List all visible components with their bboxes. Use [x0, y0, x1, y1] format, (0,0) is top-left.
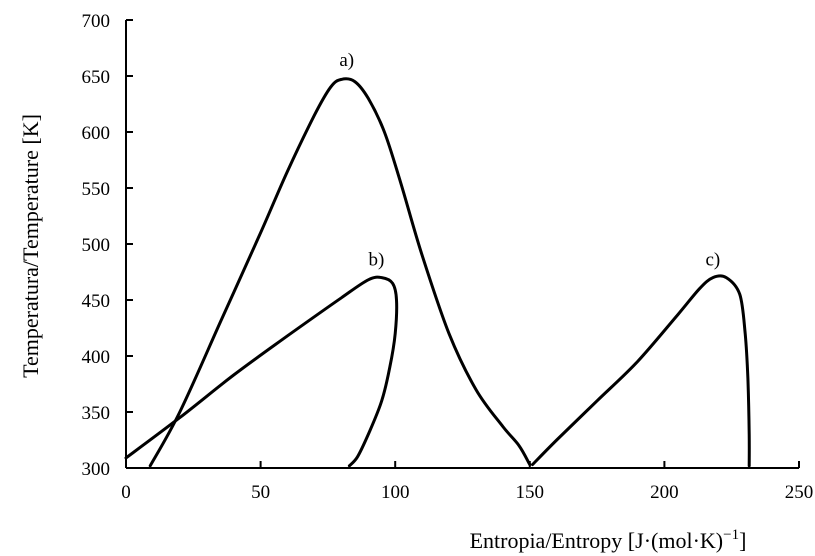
series-label-2: b): [368, 249, 384, 270]
series-label-3: c): [705, 249, 720, 270]
ticks: 300 350 400 450 500 550 600 650 700 0 50 100 150 200 2…: [82, 11, 814, 503]
y-axis-title: Temperatura/Temperature [K]: [18, 114, 43, 378]
x-tick-label-150: 150: [516, 482, 545, 503]
x-tick-label-250: 250: [785, 482, 814, 503]
x-tick-label-0: 0: [121, 482, 131, 503]
y-tick-label-350: 350: [82, 403, 111, 424]
y-tick-label-650: 650: [82, 67, 111, 88]
y-tick-label-550: 550: [82, 179, 111, 200]
x-axis-title-main: Entropia/Entropy [J·(mol·K): [470, 528, 724, 553]
y-tick-label-450: 450: [82, 291, 111, 312]
x-axis-title-end: ]: [739, 528, 746, 553]
y-tick-label-400: 400: [82, 347, 111, 368]
y-tick-label-700: 700: [82, 11, 111, 32]
labels-layer: a) b) c): [339, 50, 720, 270]
series-line-3: [531, 274, 751, 468]
y-tick-label-600: 600: [82, 123, 111, 144]
x-tick-label-200: 200: [650, 482, 679, 503]
x-tick-label-50: 50: [251, 482, 270, 503]
x-axis-title-sup: −1: [723, 527, 739, 543]
x-tick-label-100: 100: [381, 482, 410, 503]
x-axis-title: Entropia/Entropy [J·(mol·K)−1]: [470, 527, 747, 553]
y-tick-label-300: 300: [82, 459, 111, 480]
series-label-1: a): [339, 50, 354, 71]
series-line-1: [148, 77, 532, 468]
series-line-2: [124, 275, 399, 468]
y-tick-label-500: 500: [82, 235, 111, 256]
series-layer: [124, 77, 751, 468]
axes: [125, 20, 799, 469]
